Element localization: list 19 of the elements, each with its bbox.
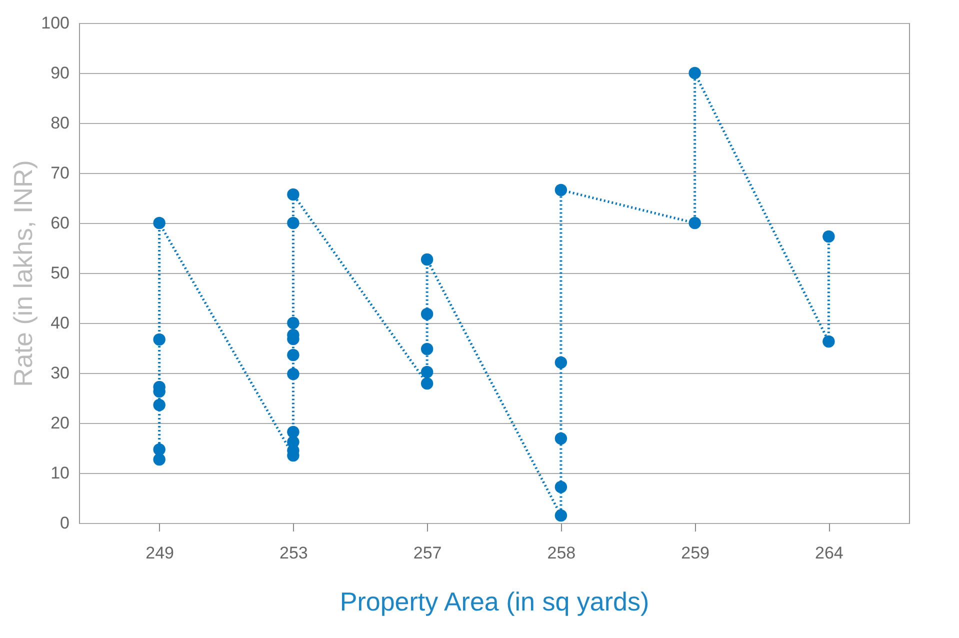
- x-tick-label: 253: [280, 544, 308, 562]
- y-tick-label: 40: [50, 314, 70, 332]
- y-tick-label: 70: [50, 164, 70, 182]
- x-tick-label: 249: [146, 544, 174, 562]
- x-tick-label: 258: [547, 544, 576, 562]
- x-axis-title: Property Area (in sq yards): [340, 586, 650, 616]
- y-tick-label: 60: [50, 214, 70, 232]
- y-tick-label: 90: [50, 64, 70, 82]
- y-tick-label: 80: [50, 114, 70, 132]
- y-tick-label: 100: [41, 14, 70, 32]
- y-tick-label: 20: [50, 414, 70, 432]
- y-tick-label: 10: [50, 464, 70, 482]
- x-tick-label: 257: [413, 544, 442, 562]
- x-tick-label: 264: [814, 544, 844, 562]
- x-tick-label: 259: [681, 544, 710, 562]
- y-tick-label: 50: [50, 264, 70, 282]
- y-tick-label: 0: [60, 514, 70, 532]
- y-axis-title: Rate (in lakhs, INR): [8, 160, 38, 387]
- y-tick-label: 30: [50, 364, 70, 382]
